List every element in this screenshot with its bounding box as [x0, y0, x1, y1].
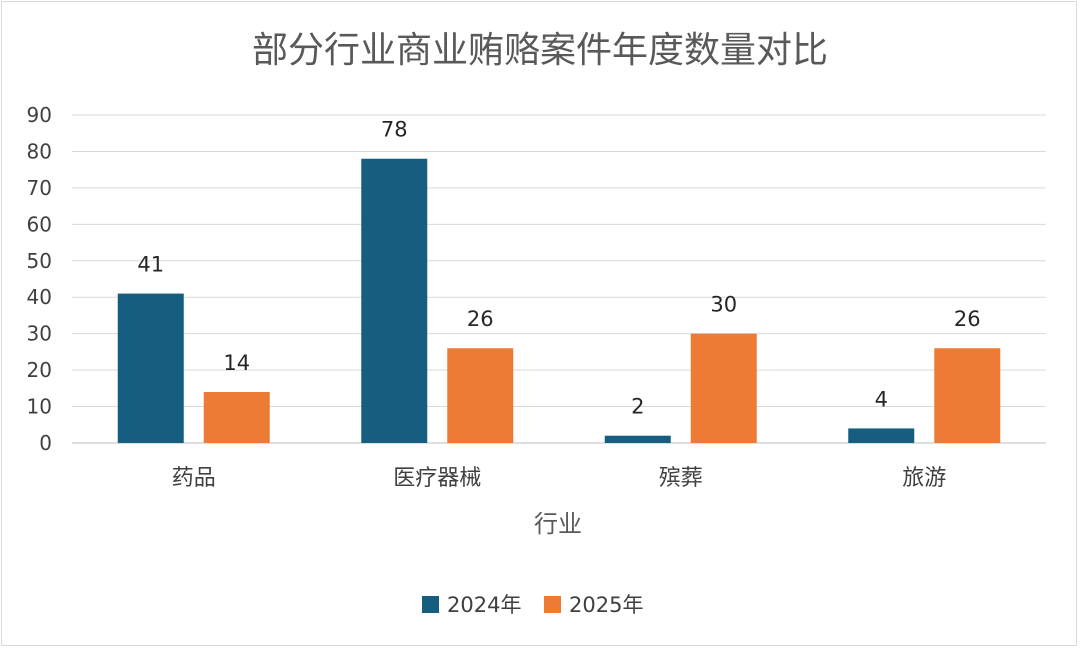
data-label: 30	[710, 293, 737, 317]
x-axis-categories: 药品 医疗器械 殡葬 旅游	[172, 466, 947, 491]
data-label: 41	[137, 253, 164, 277]
bar	[447, 348, 514, 443]
legend-swatch	[544, 596, 561, 613]
y-tick-label: 50	[27, 249, 52, 273]
y-tick-label: 60	[27, 212, 52, 236]
y-tick-label: 70	[27, 176, 52, 200]
data-label: 26	[467, 307, 494, 331]
y-tick-label: 20	[27, 358, 52, 382]
legend-label: 2024年	[447, 593, 521, 617]
y-axis-ticks: 0 10 20 30 40 50 60 70 80 90	[27, 103, 52, 455]
category-label: 殡葬	[659, 466, 703, 491]
y-tick-label: 10	[27, 395, 52, 419]
bar	[203, 391, 270, 443]
bar	[117, 293, 184, 443]
x-axis-title: 行业	[534, 510, 582, 538]
legend: 2024年 2025年	[422, 593, 643, 617]
bar	[848, 428, 915, 443]
data-label: 4	[875, 387, 888, 411]
bar	[361, 158, 428, 443]
bar	[690, 333, 757, 443]
data-label: 2	[631, 395, 644, 419]
category-label: 医疗器械	[393, 466, 481, 491]
bars	[117, 158, 1001, 443]
data-label: 26	[954, 307, 981, 331]
legend-label: 2025年	[569, 593, 643, 617]
y-tick-label: 80	[27, 139, 52, 163]
legend-swatch	[422, 596, 439, 613]
category-label: 旅游	[902, 466, 946, 491]
y-tick-label: 90	[27, 103, 52, 127]
chart-title: 部分行业商业贿赂案件年度数量对比	[252, 30, 828, 71]
y-tick-label: 40	[27, 285, 52, 309]
y-tick-label: 30	[27, 322, 52, 346]
data-labels: 41 14 78 26 2 30 4 26	[137, 118, 980, 419]
data-label: 14	[223, 351, 250, 375]
bar	[934, 348, 1001, 443]
data-label: 78	[381, 118, 408, 142]
bar	[604, 435, 671, 443]
y-tick-label: 0	[39, 431, 52, 455]
category-label: 药品	[172, 466, 216, 491]
